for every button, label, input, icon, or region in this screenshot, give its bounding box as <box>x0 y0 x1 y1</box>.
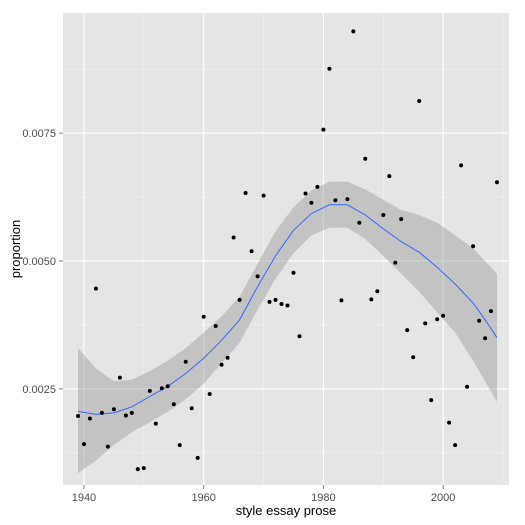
data-point <box>423 321 428 326</box>
data-point <box>189 406 194 411</box>
data-point <box>237 297 242 302</box>
data-point <box>303 191 308 196</box>
data-point <box>495 180 499 185</box>
data-point <box>387 174 392 179</box>
x-tick-label: 1940 <box>72 492 96 504</box>
data-point <box>117 375 122 380</box>
data-point <box>465 384 470 389</box>
data-point <box>381 213 386 217</box>
data-point <box>327 66 332 71</box>
data-point <box>207 392 212 396</box>
data-point <box>105 444 110 449</box>
data-point <box>129 410 134 415</box>
data-point <box>369 297 374 302</box>
data-point <box>399 217 404 222</box>
data-point <box>405 328 410 333</box>
data-point <box>153 421 158 426</box>
data-point <box>279 302 284 306</box>
data-point <box>177 443 182 448</box>
data-point <box>165 384 170 389</box>
data-point <box>489 309 493 314</box>
data-point <box>483 336 488 341</box>
data-point <box>429 398 434 403</box>
data-point <box>201 314 206 319</box>
x-tick-label: 1960 <box>191 492 215 504</box>
data-point <box>333 198 338 203</box>
data-point <box>447 420 452 425</box>
data-point <box>76 414 80 418</box>
y-tick-label: 0.0025 <box>22 384 56 396</box>
data-point <box>345 197 350 202</box>
data-point <box>321 127 326 132</box>
data-point <box>273 297 278 302</box>
data-point <box>225 355 230 360</box>
data-point <box>291 270 296 275</box>
data-point <box>147 388 152 393</box>
data-point <box>411 355 416 360</box>
data-point <box>255 274 260 279</box>
data-points <box>76 29 499 472</box>
panel-background <box>63 13 509 485</box>
data-point <box>477 318 482 323</box>
data-point <box>297 334 302 339</box>
y-axis-title: proportion <box>8 220 23 279</box>
data-point <box>357 220 362 225</box>
data-point <box>339 298 344 303</box>
confidence-band <box>78 181 497 474</box>
data-point <box>171 402 176 407</box>
data-point <box>93 286 98 291</box>
data-point <box>82 442 86 447</box>
data-point <box>441 313 446 318</box>
data-point <box>363 156 368 161</box>
data-point <box>231 235 236 240</box>
major-grid <box>63 13 509 485</box>
data-point <box>111 407 116 412</box>
data-point <box>471 244 476 249</box>
x-axis: 1940 1960 1980 2000 <box>72 485 455 504</box>
minor-grid <box>63 13 509 485</box>
data-point <box>267 299 272 304</box>
data-point <box>99 410 104 415</box>
x-axis-title: style essay prose <box>236 503 336 518</box>
data-point <box>141 466 146 471</box>
data-point <box>219 362 224 367</box>
data-point <box>183 359 188 364</box>
data-point <box>159 386 164 391</box>
data-point <box>417 99 422 103</box>
data-point <box>261 193 266 198</box>
data-point <box>315 184 320 189</box>
data-point <box>309 200 314 205</box>
y-axis: 0.0025 0.0050 0.0075 <box>22 128 63 396</box>
data-point <box>249 249 254 254</box>
data-point <box>195 455 200 460</box>
data-point <box>459 163 464 168</box>
data-point <box>213 324 218 328</box>
data-point <box>435 317 440 322</box>
x-tick-label: 1980 <box>311 492 335 504</box>
y-tick-label: 0.0075 <box>22 128 56 140</box>
data-point <box>351 29 356 34</box>
smooth-line <box>77 204 498 415</box>
data-point <box>123 413 128 418</box>
data-point <box>243 191 248 195</box>
x-tick-label: 2000 <box>431 492 455 504</box>
data-point <box>393 260 398 265</box>
data-point <box>285 303 290 308</box>
y-tick-label: 0.0050 <box>22 256 56 268</box>
data-point <box>375 289 380 294</box>
data-point <box>135 467 140 472</box>
data-point <box>453 443 458 448</box>
data-point <box>87 416 92 421</box>
